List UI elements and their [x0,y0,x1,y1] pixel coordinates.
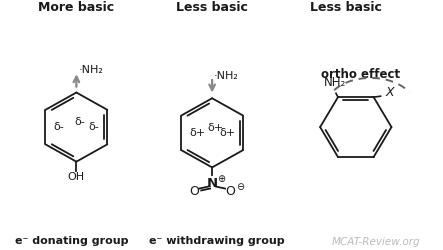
Text: O: O [225,185,235,198]
Text: Less basic: Less basic [310,1,382,14]
Text: More basic: More basic [39,1,114,14]
Text: δ-: δ- [54,122,64,132]
Text: MCAT-Review.org: MCAT-Review.org [331,236,420,246]
Text: δ-: δ- [74,117,85,127]
Text: δ+: δ+ [207,123,223,133]
Text: δ+: δ+ [219,128,235,138]
Text: ⊖: ⊖ [236,182,244,192]
Text: N: N [206,177,218,190]
Text: e⁻ withdrawing group: e⁻ withdrawing group [149,236,285,246]
Text: NH₂: NH₂ [324,76,346,90]
Text: ortho effect: ortho effect [321,68,400,80]
Text: δ-: δ- [89,122,99,132]
Text: ⊕: ⊕ [217,174,225,184]
Text: O: O [189,185,199,198]
Text: Less basic: Less basic [176,1,248,14]
Text: δ+: δ+ [189,128,205,138]
Text: X: X [385,86,394,99]
Text: e⁻ donating group: e⁻ donating group [15,236,128,246]
Text: ·NH₂: ·NH₂ [78,66,103,76]
Text: ·NH₂: ·NH₂ [214,71,239,81]
Text: OH: OH [68,172,85,182]
